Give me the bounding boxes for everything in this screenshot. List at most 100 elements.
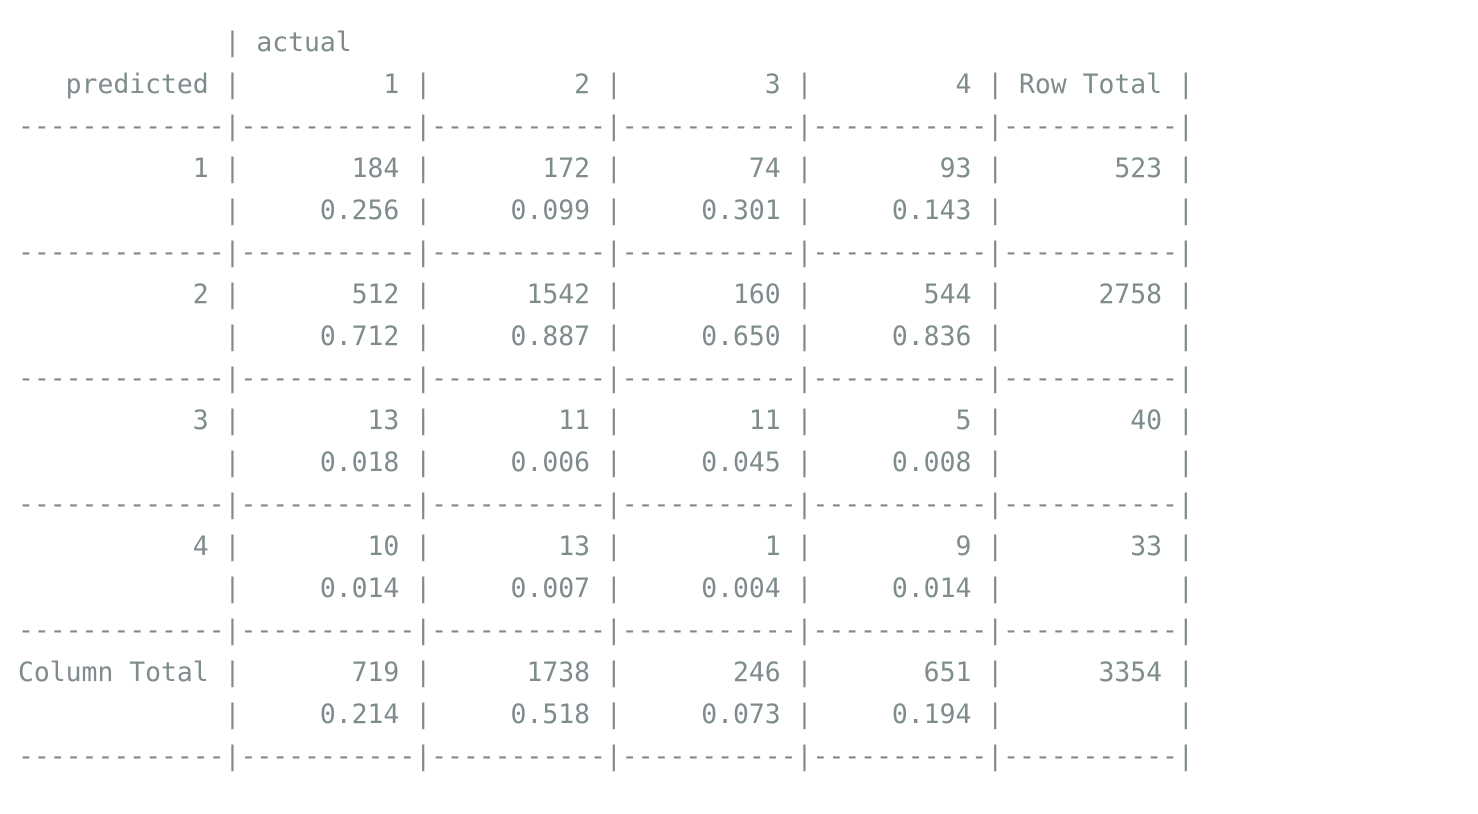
separator-line: -------------|-----------|-----------|--… xyxy=(18,106,1194,148)
column-divider: | xyxy=(590,447,638,478)
empty-cell xyxy=(1019,195,1162,226)
row-label: 3 | xyxy=(18,405,257,436)
column-divider: | xyxy=(590,195,638,226)
column-header: 3 xyxy=(637,69,781,100)
column-divider: | xyxy=(399,321,447,352)
count-cell: 9 xyxy=(828,531,972,562)
column-total-proportion: 0.518 xyxy=(447,699,590,730)
proportion-cell: 0.014 xyxy=(256,573,400,604)
proportion-cell: 0.006 xyxy=(447,447,590,478)
proportion-cell: 0.301 xyxy=(637,195,781,226)
proportion-line: | 0.014 | 0.007 | 0.004 | 0.014 | | xyxy=(18,568,1194,610)
column-divider: | xyxy=(780,321,829,352)
empty-cell xyxy=(1019,447,1162,478)
count-cell: 184 xyxy=(256,153,400,184)
column-divider: | xyxy=(971,69,1020,100)
column-divider: | xyxy=(971,447,1020,478)
count-cell: 74 xyxy=(637,153,781,184)
column-header: 1 xyxy=(256,69,400,100)
column-divider: | xyxy=(1162,195,1194,226)
column-divider: | xyxy=(1162,69,1194,100)
column-divider: | xyxy=(1162,447,1194,478)
count-line: 1 | 184 | 172 | 74 | 93 | 523 | xyxy=(18,148,1194,190)
header-line-2: predicted | 1 | 2 | 3 | 4 | Row Total | xyxy=(18,64,1194,106)
row-label-spacer: | xyxy=(18,699,257,730)
row-label-spacer: | xyxy=(18,195,257,226)
column-divider: | xyxy=(399,69,447,100)
row-total-value: 2758 xyxy=(1019,279,1163,310)
count-cell: 1542 xyxy=(447,279,590,310)
column-divider: | xyxy=(590,531,638,562)
column-divider: | xyxy=(1162,405,1194,436)
column-divider: | xyxy=(780,153,829,184)
row-label-spacer: | xyxy=(18,321,257,352)
column-divider: | xyxy=(971,405,1020,436)
header-line-1: | actual xyxy=(18,22,1194,64)
proportion-cell: 0.836 xyxy=(828,321,972,352)
proportion-cell: 0.099 xyxy=(447,195,590,226)
column-divider: | xyxy=(971,657,1020,688)
column-divider: | xyxy=(971,195,1020,226)
column-divider: | xyxy=(971,573,1020,604)
empty-cell xyxy=(1019,573,1162,604)
column-divider: | xyxy=(971,321,1020,352)
row-label: 4 | xyxy=(18,531,257,562)
separator-line: -------------|-----------|-----------|--… xyxy=(18,610,1194,652)
proportion-cell: 0.045 xyxy=(637,447,781,478)
column-divider: | xyxy=(780,69,829,100)
column-divider: | xyxy=(780,195,829,226)
column-divider: | xyxy=(590,573,638,604)
column-divider: | xyxy=(399,405,447,436)
column-divider: | xyxy=(1162,699,1194,730)
count-cell: 13 xyxy=(447,531,590,562)
column-divider: | xyxy=(971,699,1020,730)
column-divider: | xyxy=(399,531,447,562)
empty-cell xyxy=(1019,321,1162,352)
count-cell: 13 xyxy=(256,405,400,436)
column-divider: | xyxy=(971,279,1020,310)
separator: -------------|-----------|-----------|--… xyxy=(18,363,1194,394)
crosstab-table: | actual predicted | 1 | 2 | 3 | 4 | Row… xyxy=(18,22,1194,778)
count-cell: 1 xyxy=(637,531,781,562)
proportion-cell: 0.018 xyxy=(256,447,400,478)
separator-line: -------------|-----------|-----------|--… xyxy=(18,232,1194,274)
column-divider: | xyxy=(590,153,638,184)
column-divider: | xyxy=(780,447,829,478)
column-divider: | xyxy=(1162,531,1194,562)
column-total-label: Column Total | xyxy=(18,657,257,688)
column-divider: | xyxy=(399,279,447,310)
proportion-cell: 0.143 xyxy=(828,195,972,226)
row-label: 2 | xyxy=(18,279,257,310)
column-divider: | xyxy=(1162,153,1194,184)
proportion-cell: 0.256 xyxy=(256,195,400,226)
header-spacer: | xyxy=(18,27,257,58)
separator: -------------|-----------|-----------|--… xyxy=(18,237,1194,268)
proportion-line: | 0.018 | 0.006 | 0.045 | 0.008 | | xyxy=(18,442,1194,484)
count-cell: 10 xyxy=(256,531,400,562)
column-divider: | xyxy=(399,447,447,478)
row-total-value: 523 xyxy=(1019,153,1163,184)
count-cell: 11 xyxy=(447,405,590,436)
row-label-spacer: | xyxy=(18,573,257,604)
column-divider: | xyxy=(1162,657,1194,688)
proportion-cell: 0.887 xyxy=(447,321,590,352)
empty-cell xyxy=(1019,699,1162,730)
proportion-line: | 0.256 | 0.099 | 0.301 | 0.143 | | xyxy=(18,190,1194,232)
column-total-line: Column Total | 719 | 1738 | 246 | 651 | … xyxy=(18,652,1194,694)
column-divider: | xyxy=(780,279,829,310)
column-divider: | xyxy=(1162,321,1194,352)
row-label-spacer: | xyxy=(18,447,257,478)
proportion-line: | 0.712 | 0.887 | 0.650 | 0.836 | | xyxy=(18,316,1194,358)
row-total-header: Row Total xyxy=(1019,69,1163,100)
column-divider: | xyxy=(780,657,829,688)
count-line: 3 | 13 | 11 | 11 | 5 | 40 | xyxy=(18,400,1194,442)
separator-line: -------------|-----------|-----------|--… xyxy=(18,736,1194,778)
column-divider: | xyxy=(590,657,638,688)
count-cell: 11 xyxy=(637,405,781,436)
column-total-count: 246 xyxy=(637,657,781,688)
column-divider: | xyxy=(590,699,638,730)
column-divider: | xyxy=(590,279,638,310)
proportion-cell: 0.008 xyxy=(828,447,972,478)
column-divider: | xyxy=(780,699,829,730)
column-divider: | xyxy=(590,69,638,100)
